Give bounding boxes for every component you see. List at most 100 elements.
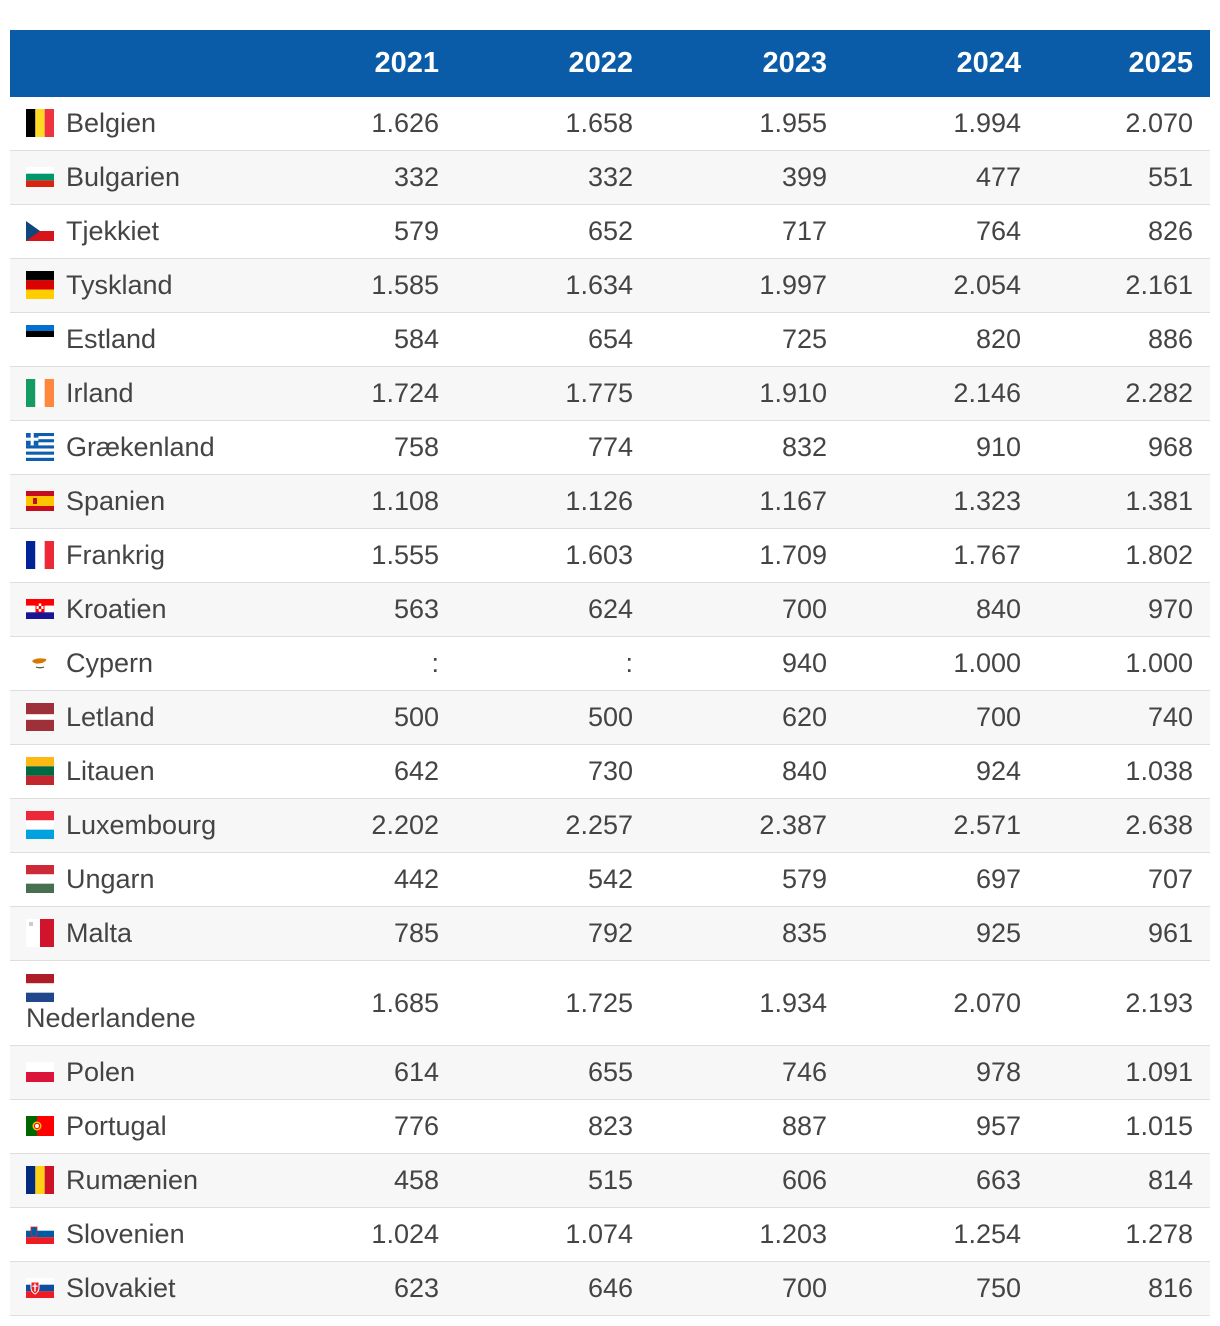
value-cell-2022: 792 (456, 906, 650, 961)
value-cell-2021: 1.626 (262, 97, 456, 151)
country-name: Letland (66, 702, 155, 732)
table-row-polen: Polen 614 655 746 978 1.091 (10, 1045, 1210, 1100)
value-cell-2024: 477 (844, 150, 1038, 205)
value-cell-2023: 940 (650, 636, 844, 691)
cy-flag-icon (26, 649, 54, 677)
country-name: Cypern (66, 648, 154, 678)
value-cell-2021: 1.024 (262, 1207, 456, 1262)
value-cell-2021: : (262, 636, 456, 691)
fr-flag-icon (26, 541, 54, 569)
value-cell-2021: 623 (262, 1261, 456, 1316)
value-cell-2024: 750 (844, 1261, 1038, 1316)
country-name: Rumænien (66, 1165, 199, 1195)
value-cell-2023: 606 (650, 1153, 844, 1208)
table-row-frankrig: Frankrig 1.555 1.603 1.709 1.767 1.802 (10, 528, 1210, 583)
country-cell: Belgien (10, 97, 262, 151)
value-cell-2023: 579 (650, 852, 844, 907)
country-name: Bulgarien (66, 162, 181, 192)
value-cell-2023: 1.203 (650, 1207, 844, 1262)
value-cell-2025: 1.038 (1038, 744, 1210, 799)
header-country (10, 30, 262, 97)
value-cell-2024: 925 (844, 906, 1038, 961)
value-cell-2021: 579 (262, 204, 456, 259)
bg-flag-icon (26, 163, 54, 191)
country-name: Kroatien (66, 594, 167, 624)
value-cell-2021: 1.724 (262, 366, 456, 421)
value-cell-2022: : (456, 636, 650, 691)
value-cell-2025: 826 (1038, 204, 1210, 259)
value-cell-2021: 2.202 (262, 798, 456, 853)
country-cell: Kroatien (10, 582, 262, 637)
value-cell-2025: 740 (1038, 690, 1210, 745)
value-cell-2021: 458 (262, 1153, 456, 1208)
table-row-slovenien: Slovenien 1.024 1.074 1.203 1.254 1.278 (10, 1207, 1210, 1262)
table-row-spanien: Spanien 1.108 1.126 1.167 1.323 1.381 (10, 474, 1210, 529)
value-cell-2024: 2.571 (844, 798, 1038, 853)
header-year-2024: 2024 (844, 30, 1038, 97)
value-cell-2022: 332 (456, 150, 650, 205)
cz-flag-icon (26, 217, 54, 245)
value-cell-2022: 730 (456, 744, 650, 799)
value-cell-2025: 814 (1038, 1153, 1210, 1208)
table-row-estland: Estland 584 654 725 820 886 (10, 312, 1210, 367)
country-cell: Irland (10, 366, 262, 421)
country-cell: Nederlandene (10, 960, 262, 1046)
table-row-ungarn: Ungarn 442 542 579 697 707 (10, 852, 1210, 907)
table-row-slovakiet: Slovakiet 623 646 700 750 816 (10, 1261, 1210, 1316)
table-header-row: 2021 2022 2023 2024 2025 (10, 30, 1210, 97)
lu-flag-icon (26, 811, 54, 839)
value-cell-2024: 1.254 (844, 1207, 1038, 1262)
country-name: Nederlandene (26, 1003, 196, 1033)
value-cell-2022: 515 (456, 1153, 650, 1208)
value-cell-2025: 816 (1038, 1261, 1210, 1316)
value-cell-2021: 584 (262, 312, 456, 367)
country-cell: Slovenien (10, 1207, 262, 1262)
value-cell-2022: 1.603 (456, 528, 650, 583)
country-cell: Portugal (10, 1099, 262, 1154)
pl-flag-icon (26, 1058, 54, 1086)
country-name: Spanien (66, 486, 166, 516)
country-name: Portugal (66, 1111, 167, 1141)
value-cell-2024: 1.323 (844, 474, 1038, 529)
country-cell: Malta (10, 906, 262, 961)
country-name: Irland (66, 378, 134, 408)
header-year-2021: 2021 (262, 30, 456, 97)
value-cell-2022: 1.725 (456, 960, 650, 1046)
country-name: Tjekkiet (66, 216, 160, 246)
value-cell-2025: 968 (1038, 420, 1210, 475)
value-cell-2023: 620 (650, 690, 844, 745)
value-cell-2024: 820 (844, 312, 1038, 367)
es-flag-icon (26, 487, 54, 515)
lv-flag-icon (26, 703, 54, 731)
value-cell-2023: 399 (650, 150, 844, 205)
value-cell-2022: 1.775 (456, 366, 650, 421)
value-cell-2023: 1.934 (650, 960, 844, 1046)
value-cell-2023: 1.910 (650, 366, 844, 421)
value-cell-2021: 1.555 (262, 528, 456, 583)
country-name: Litauen (66, 756, 155, 786)
table-row-letland: Letland 500 500 620 700 740 (10, 690, 1210, 745)
value-cell-2023: 1.709 (650, 528, 844, 583)
value-cell-2023: 1.167 (650, 474, 844, 529)
value-cell-2023: 887 (650, 1099, 844, 1154)
value-cell-2022: 1.658 (456, 97, 650, 151)
country-cell: Tjekkiet (10, 204, 262, 259)
value-cell-2022: 655 (456, 1045, 650, 1100)
value-cell-2025: 1.015 (1038, 1099, 1210, 1154)
value-cell-2021: 442 (262, 852, 456, 907)
sk-flag-icon (26, 1274, 54, 1302)
value-cell-2021: 785 (262, 906, 456, 961)
value-cell-2022: 646 (456, 1261, 650, 1316)
value-cell-2023: 717 (650, 204, 844, 259)
value-cell-2022: 652 (456, 204, 650, 259)
table-row-cypern: Cypern::940 1.000 1.000 (10, 636, 1210, 691)
value-cell-2023: 1.997 (650, 258, 844, 313)
value-cell-2022: 823 (456, 1099, 650, 1154)
table-row-tyskland: Tyskland 1.585 1.634 1.997 2.054 2.161 (10, 258, 1210, 313)
country-name: Belgien (66, 108, 157, 138)
country-cell: Frankrig (10, 528, 262, 583)
value-cell-2022: 624 (456, 582, 650, 637)
value-cell-2024: 663 (844, 1153, 1038, 1208)
nl-flag-icon (26, 974, 54, 1002)
value-cell-2022: 542 (456, 852, 650, 907)
